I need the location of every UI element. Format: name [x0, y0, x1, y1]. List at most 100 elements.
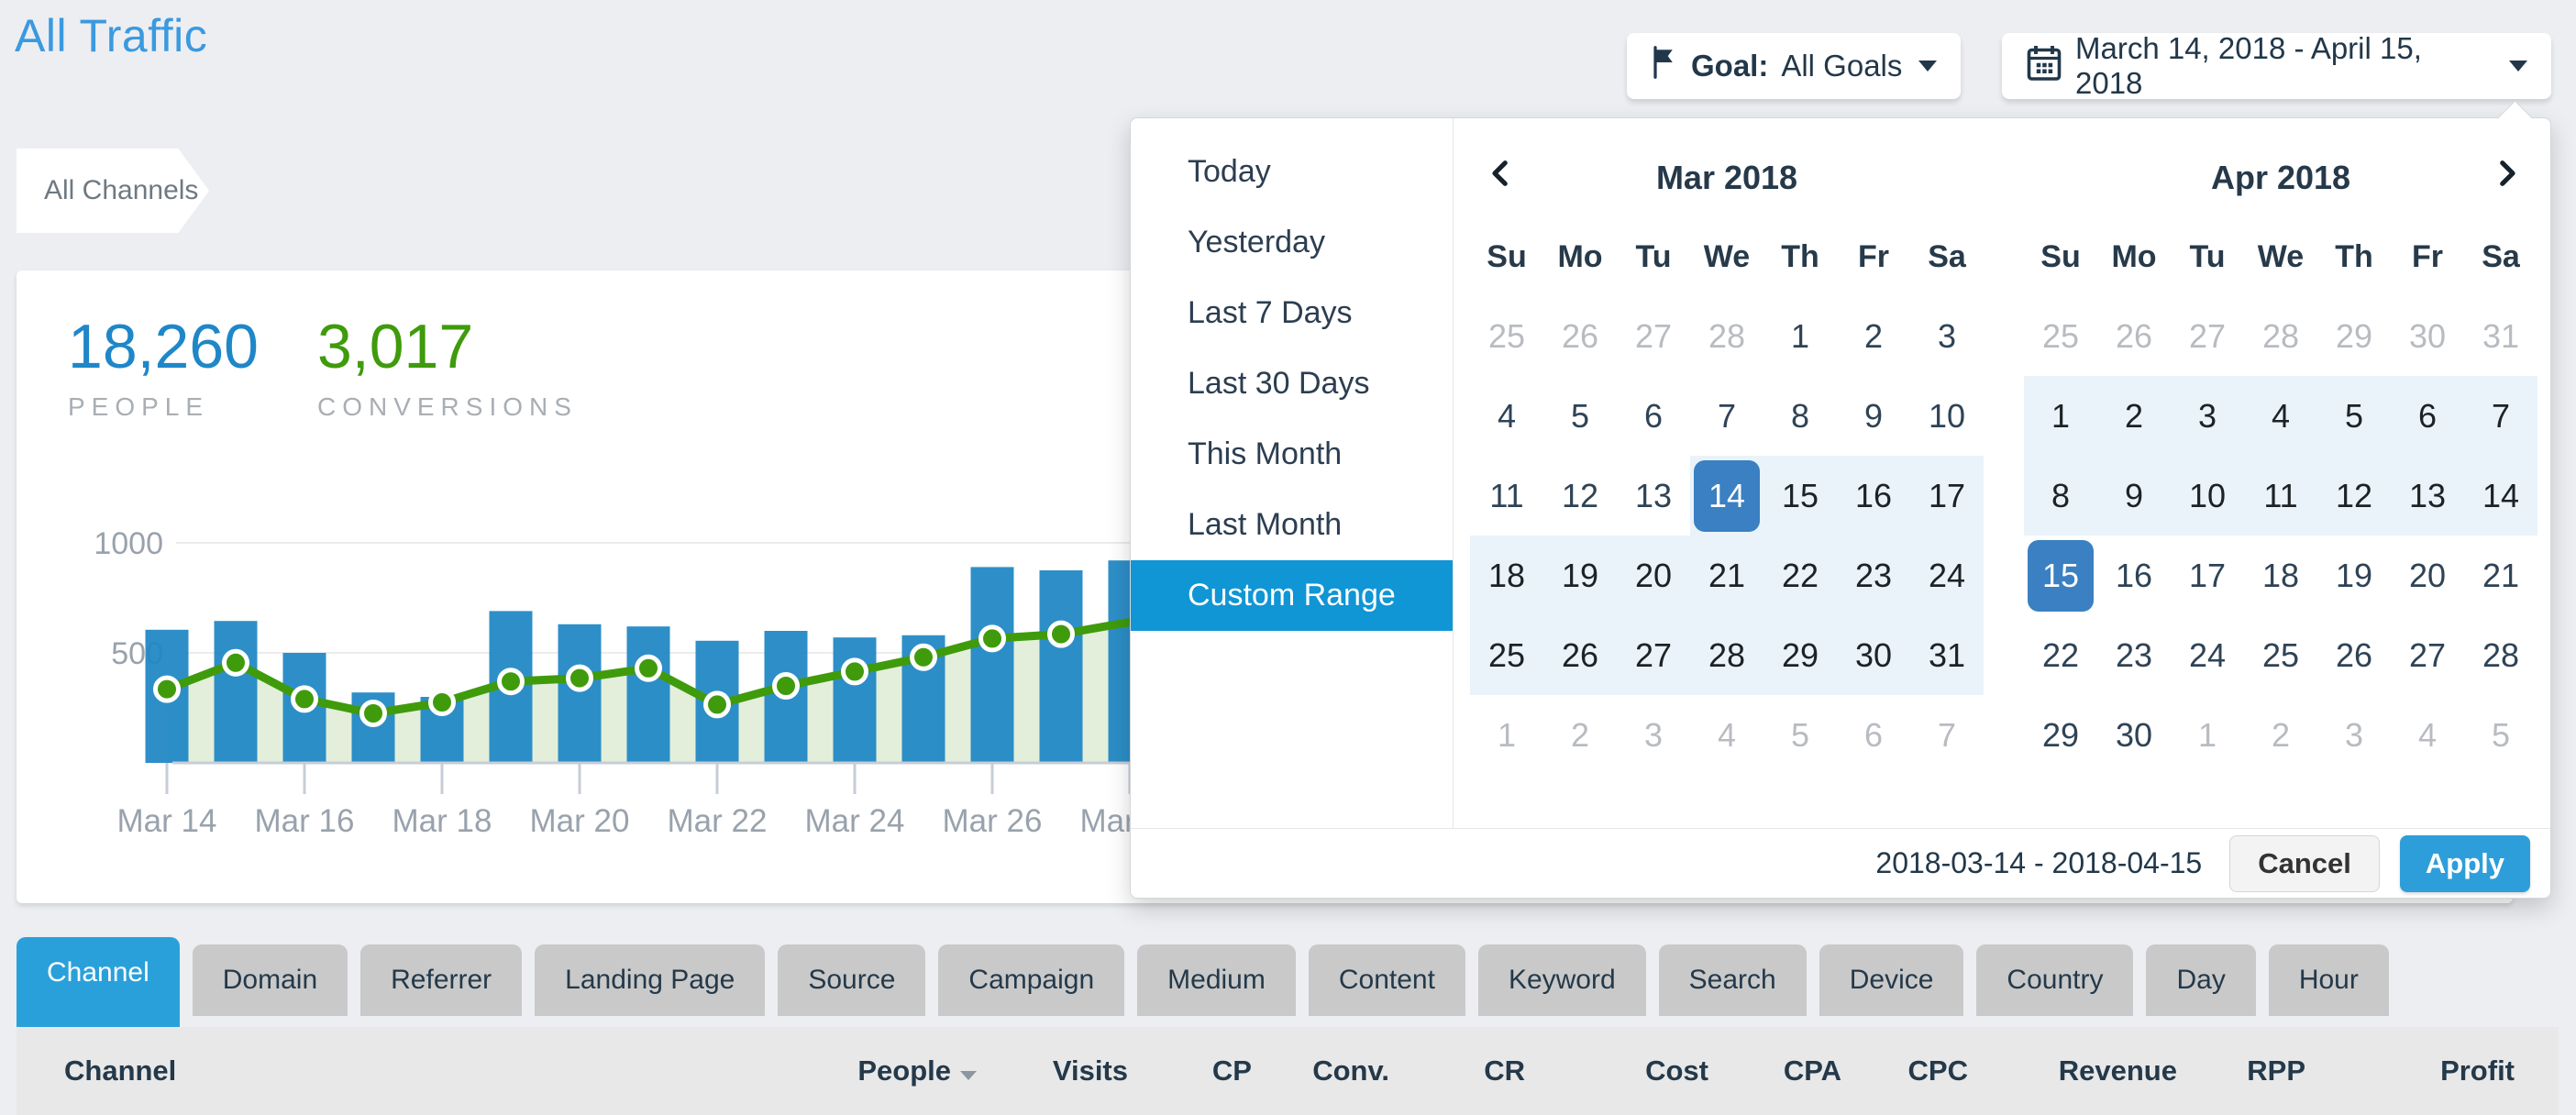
day-cell-apr-2018-30[interactable]: 30 [2115, 715, 2153, 754]
day-cell-apr-2018-3-adjacent[interactable]: 3 [2344, 715, 2364, 754]
day-cell-mar-2018-28-adjacent[interactable]: 28 [1708, 316, 1746, 355]
preset-yesterday[interactable]: Yesterday [1188, 225, 1325, 259]
date-range-button[interactable]: March 14, 2018 - April 15, 2018 [2002, 31, 2551, 100]
day-cell-apr-2018-5-adjacent[interactable]: 5 [2491, 715, 2511, 754]
day-cell-apr-2018-25-adjacent[interactable]: 25 [2041, 316, 2080, 355]
day-cell-mar-2018-2-adjacent[interactable]: 2 [1570, 715, 1590, 754]
tab-campaign[interactable]: Campaign [938, 944, 1125, 1016]
day-cell-apr-2018-29-adjacent[interactable]: 29 [2335, 316, 2373, 355]
day-cell-apr-2018-24[interactable]: 24 [2188, 635, 2227, 674]
day-cell-apr-2018-20[interactable]: 20 [2408, 556, 2447, 594]
day-cell-mar-2018-13[interactable]: 13 [1634, 476, 1673, 514]
day-cell-mar-2018-16[interactable]: 16 [1837, 456, 1910, 535]
day-cell-mar-2018-1[interactable]: 1 [1790, 316, 1810, 355]
preset-last-7-days[interactable]: Last 7 Days [1188, 295, 1353, 330]
preset-this-month[interactable]: This Month [1188, 436, 1343, 471]
day-cell-mar-2018-3-adjacent[interactable]: 3 [1643, 715, 1664, 754]
day-cell-mar-2018-15[interactable]: 15 [1763, 456, 1837, 535]
day-cell-apr-2018-16[interactable]: 16 [2115, 556, 2153, 594]
preset-last-month[interactable]: Last Month [1188, 507, 1343, 542]
day-cell-apr-2018-1[interactable]: 1 [2024, 376, 2097, 456]
day-cell-apr-2018-17[interactable]: 17 [2188, 556, 2227, 594]
column-header-cr[interactable]: CR [1484, 1054, 1525, 1087]
day-cell-mar-2018-25-adjacent[interactable]: 25 [1487, 316, 1526, 355]
day-cell-apr-2018-18[interactable]: 18 [2261, 556, 2300, 594]
day-cell-mar-2018-3[interactable]: 3 [1937, 316, 1957, 355]
tab-landing-page[interactable]: Landing Page [535, 944, 766, 1016]
day-cell-mar-2018-17[interactable]: 17 [1910, 456, 1984, 535]
day-cell-mar-2018-28[interactable]: 28 [1690, 615, 1763, 695]
calendar-next-icon[interactable] [2484, 151, 2528, 195]
day-cell-apr-2018-5[interactable]: 5 [2317, 376, 2391, 456]
day-cell-mar-2018-31[interactable]: 31 [1910, 615, 1984, 695]
day-cell-apr-2018-31-adjacent[interactable]: 31 [2482, 316, 2520, 355]
tab-country[interactable]: Country [1976, 944, 2134, 1016]
calendar-prev-icon[interactable] [1479, 151, 1523, 195]
column-header-channel[interactable]: Channel [64, 1054, 177, 1087]
cancel-button[interactable]: Cancel [2229, 834, 2380, 892]
column-header-cost[interactable]: Cost [1645, 1054, 1708, 1087]
day-cell-apr-2018-22[interactable]: 22 [2041, 635, 2080, 674]
tab-hour[interactable]: Hour [2268, 944, 2389, 1016]
day-cell-apr-2018-25[interactable]: 25 [2261, 635, 2300, 674]
day-cell-mar-2018-8[interactable]: 8 [1790, 396, 1810, 435]
tab-search[interactable]: Search [1658, 944, 1807, 1016]
day-cell-mar-2018-4[interactable]: 4 [1497, 396, 1517, 435]
day-cell-mar-2018-7-adjacent[interactable]: 7 [1937, 715, 1957, 754]
day-cell-mar-2018-27-adjacent[interactable]: 27 [1634, 316, 1673, 355]
tab-content[interactable]: Content [1308, 944, 1465, 1016]
day-cell-apr-2018-27[interactable]: 27 [2408, 635, 2447, 674]
day-cell-mar-2018-22[interactable]: 22 [1763, 535, 1837, 615]
day-cell-mar-2018-18[interactable]: 18 [1470, 535, 1543, 615]
day-cell-apr-2018-2-adjacent[interactable]: 2 [2271, 715, 2291, 754]
day-cell-mar-2018-5[interactable]: 5 [1570, 396, 1590, 435]
goal-dropdown-button[interactable]: Goal: All Goals [1627, 33, 1962, 99]
tab-keyword[interactable]: Keyword [1477, 944, 1646, 1016]
day-cell-mar-2018-9[interactable]: 9 [1863, 396, 1884, 435]
day-cell-apr-2018-7[interactable]: 7 [2464, 376, 2537, 456]
day-cell-apr-2018-28-adjacent[interactable]: 28 [2261, 316, 2300, 355]
day-cell-apr-2018-28[interactable]: 28 [2482, 635, 2520, 674]
tab-source[interactable]: Source [778, 944, 926, 1016]
day-cell-apr-2018-26[interactable]: 26 [2335, 635, 2373, 674]
day-cell-apr-2018-1-adjacent[interactable]: 1 [2197, 715, 2217, 754]
day-cell-mar-2018-7[interactable]: 7 [1717, 396, 1737, 435]
day-cell-mar-2018-27[interactable]: 27 [1617, 615, 1690, 695]
day-cell-apr-2018-3[interactable]: 3 [2171, 376, 2244, 456]
day-cell-apr-2018-29[interactable]: 29 [2041, 715, 2080, 754]
day-cell-mar-2018-19[interactable]: 19 [1543, 535, 1617, 615]
preset-today[interactable]: Today [1188, 154, 1271, 189]
tab-day[interactable]: Day [2146, 944, 2256, 1016]
day-cell-mar-2018-20[interactable]: 20 [1617, 535, 1690, 615]
day-cell-mar-2018-11[interactable]: 11 [1489, 476, 1524, 514]
day-cell-apr-2018-6[interactable]: 6 [2391, 376, 2464, 456]
column-header-revenue[interactable]: Revenue [2058, 1054, 2177, 1087]
day-cell-apr-2018-9[interactable]: 9 [2097, 456, 2171, 535]
column-header-profit[interactable]: Profit [2440, 1054, 2515, 1087]
day-cell-apr-2018-19[interactable]: 19 [2335, 556, 2373, 594]
column-header-cpc[interactable]: CPC [1907, 1054, 1968, 1087]
day-cell-mar-2018-1-adjacent[interactable]: 1 [1497, 715, 1517, 754]
day-cell-apr-2018-15[interactable]: 15 [2024, 535, 2097, 615]
column-header-visits[interactable]: Visits [1052, 1054, 1128, 1087]
day-cell-apr-2018-23[interactable]: 23 [2115, 635, 2153, 674]
preset-last-30-days[interactable]: Last 30 Days [1188, 366, 1370, 401]
day-cell-apr-2018-21[interactable]: 21 [2482, 556, 2520, 594]
day-cell-apr-2018-12[interactable]: 12 [2317, 456, 2391, 535]
apply-button[interactable]: Apply [2399, 834, 2530, 892]
tab-channel[interactable]: Channel [17, 937, 180, 1027]
day-cell-mar-2018-30[interactable]: 30 [1837, 615, 1910, 695]
day-cell-mar-2018-6-adjacent[interactable]: 6 [1863, 715, 1884, 754]
day-cell-mar-2018-25[interactable]: 25 [1470, 615, 1543, 695]
tab-medium[interactable]: Medium [1137, 944, 1296, 1016]
day-cell-apr-2018-10[interactable]: 10 [2171, 456, 2244, 535]
column-header-cp[interactable]: CP [1211, 1054, 1252, 1087]
day-cell-mar-2018-26[interactable]: 26 [1543, 615, 1617, 695]
day-cell-mar-2018-29[interactable]: 29 [1763, 615, 1837, 695]
column-header-people[interactable]: People [825, 1054, 977, 1087]
column-header-cpa[interactable]: CPA [1783, 1054, 1841, 1087]
column-header-rpp[interactable]: RPP [2247, 1054, 2305, 1087]
day-cell-mar-2018-23[interactable]: 23 [1837, 535, 1910, 615]
day-cell-apr-2018-13[interactable]: 13 [2391, 456, 2464, 535]
day-cell-mar-2018-10[interactable]: 10 [1928, 396, 1966, 435]
